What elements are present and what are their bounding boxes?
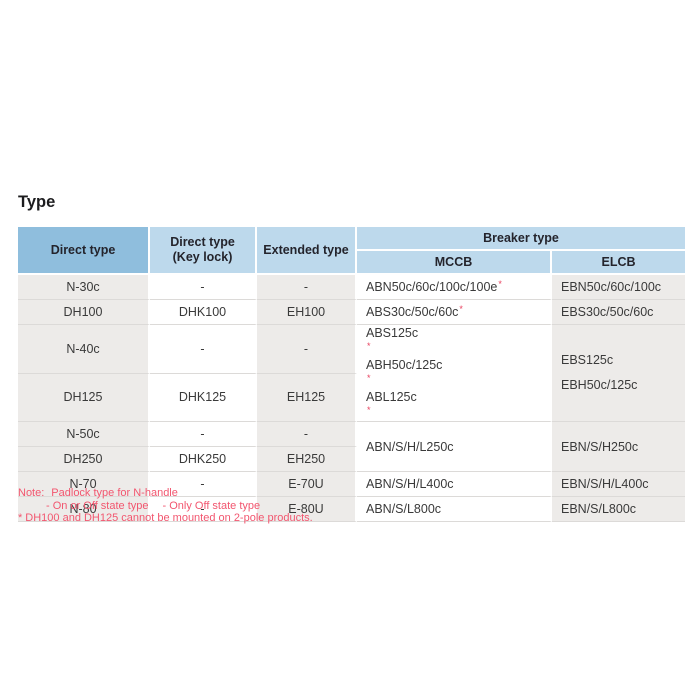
note-text: Padlock type for N-handle — [51, 487, 178, 499]
type-table: Direct type Direct type (Key lock) Exten… — [18, 227, 685, 522]
cell-direct: N-50c — [18, 422, 150, 447]
cell-elcb: EBS30c/50c/60c — [552, 300, 685, 325]
table-row: N-50c - - ABN/S/H/L250c EBN/S/H250c — [18, 422, 685, 472]
cell-direct: DH125 — [18, 373, 150, 422]
cell-direct: N-40c — [18, 325, 150, 374]
header-breaker-type: Breaker type — [357, 227, 685, 251]
cell-mccb-merged: ABN/S/H/L250c — [357, 422, 552, 472]
asterisk-mark: * — [18, 512, 23, 524]
header-elcb: ELCB — [552, 251, 685, 275]
cell-keylock: - — [150, 472, 257, 497]
cell-extended: E-70U — [257, 472, 357, 497]
cell-keylock: DHK100 — [150, 300, 257, 325]
cell-extended: - — [257, 275, 357, 300]
cell-extended: - — [257, 325, 357, 374]
header-direct-type-key-lock-line2: (Key lock) — [172, 250, 233, 264]
asterisk-mark: * — [459, 304, 463, 314]
elcb-line: EBS125c — [561, 353, 614, 367]
note-only-off: - Only Off state type — [162, 499, 261, 512]
mccb-line: ABH50c/125c * — [366, 358, 443, 383]
table-row: N-40c - - ABS125c * ABH50c/125c * ABL125c *… — [18, 325, 685, 422]
asterisk-mark: * — [367, 373, 371, 383]
cell-mccb-merged: ABS125c * ABH50c/125c * ABL125c * — [357, 325, 552, 422]
footnote-line-2: - On or Off state type - Only Off state t… — [18, 500, 313, 513]
footnote-block: Note: Padlock type for N-handle - On or O… — [18, 487, 313, 525]
cell-mccb: ABS30c/50c/60c* — [357, 300, 552, 325]
cell-direct: N-80 — [18, 497, 150, 522]
cell-keylock: - — [150, 497, 257, 522]
cell-keylock: - — [150, 275, 257, 300]
mccb-line: ABL125c * — [366, 390, 417, 415]
asterisk-mark: * — [367, 341, 371, 351]
note-label: Note: — [18, 487, 45, 499]
cell-keylock: - — [150, 422, 257, 447]
cell-elcb-merged: EBN/S/H250c — [552, 422, 685, 472]
asterisk-mark: * — [498, 279, 502, 289]
cell-extended: EH100 — [257, 300, 357, 325]
cell-direct: DH100 — [18, 300, 150, 325]
asterisk-mark: * — [367, 405, 371, 415]
header-direct-type: Direct type — [18, 227, 150, 275]
cell-mccb: ABN50c/60c/100c/100e* — [357, 275, 552, 300]
cell-elcb: EBN/S/L800c — [552, 497, 685, 522]
cell-elcb: EBN50c/60c/100c — [552, 275, 685, 300]
table-row: N-30c - - ABN50c/60c/100c/100e* EBN50c/6… — [18, 275, 685, 300]
cell-extended: - — [257, 422, 357, 447]
table-row: DH250 DHK250 EH250 — [18, 447, 685, 472]
cell-extended: EH125 — [257, 373, 357, 422]
header-direct-type-key-lock: Direct type (Key lock) — [150, 227, 257, 275]
table-row: N-80 - E-80U ABN/S/L800c EBN/S/L800c — [18, 497, 685, 522]
table-row: DH100 DHK100 EH100 ABS30c/50c/60c* EBS30… — [18, 300, 685, 325]
cell-mccb: ABN/S/H/L400c — [357, 472, 552, 497]
cell-extended: E-80U — [257, 497, 357, 522]
cell-extended: EH250 — [257, 447, 357, 472]
header-direct-type-key-lock-line1: Direct type — [170, 235, 235, 249]
table-row: N-70 - E-70U ABN/S/H/L400c EBN/S/H/L400c — [18, 472, 685, 497]
elcb-line: EBH50c/125c — [561, 378, 638, 392]
page-title: Type — [18, 193, 56, 211]
cell-keylock: DHK125 — [150, 373, 257, 422]
cell-direct: N-30c — [18, 275, 150, 300]
header-row-1: Direct type Direct type (Key lock) Exten… — [18, 227, 685, 275]
mccb-line: ABS125c * — [366, 326, 419, 351]
header-mccb: MCCB — [357, 251, 552, 275]
table-row: DH125 DHK125 EH125 — [18, 373, 685, 422]
footnote-line-1: Note: Padlock type for N-handle — [18, 487, 313, 500]
footnote-line-3: * DH100 and DH125 cannot be mounted on 2-… — [18, 512, 313, 525]
cell-direct: DH250 — [18, 447, 150, 472]
header-extended-type: Extended type — [257, 227, 357, 275]
cell-keylock: DHK250 — [150, 447, 257, 472]
cell-elcb: EBN/S/H/L400c — [552, 472, 685, 497]
cell-mccb: ABN/S/L800c — [357, 497, 552, 522]
cell-keylock: - — [150, 325, 257, 374]
cell-direct: N-70 — [18, 472, 150, 497]
cell-elcb-merged: EBS125c EBH50c/125c — [552, 325, 685, 422]
note-dh-text: DH100 and DH125 cannot be mounted on 2-p… — [25, 512, 313, 524]
note-on-off: - On or Off state type — [46, 499, 149, 512]
header-row-2: MCCB ELCB — [18, 251, 685, 275]
